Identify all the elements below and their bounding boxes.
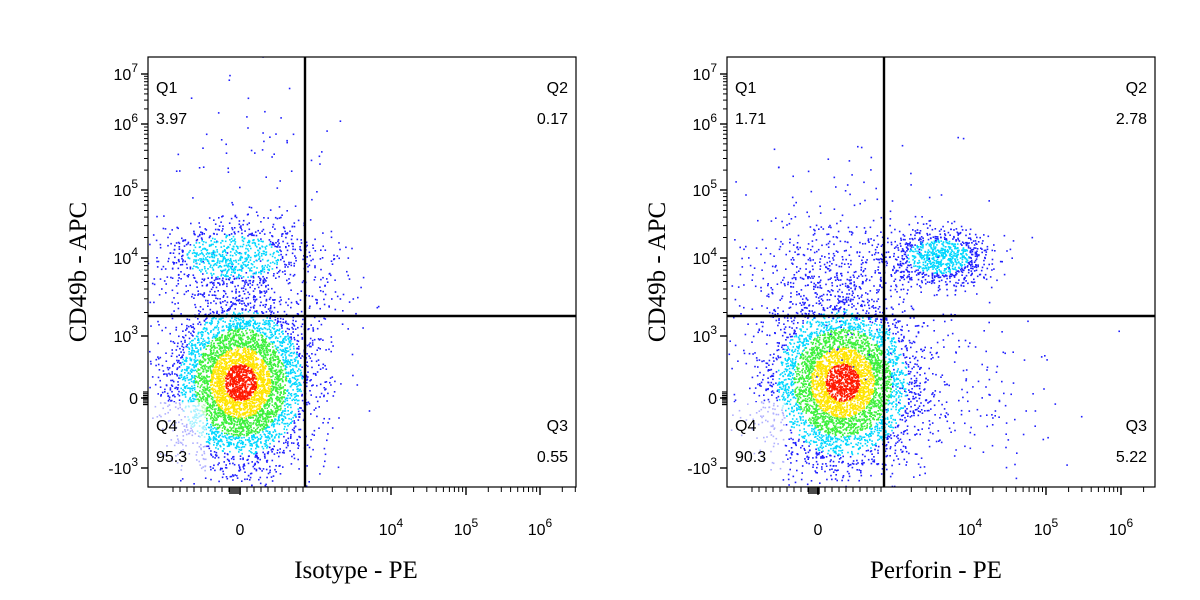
quadrant-q3-value: 5.22 [1116, 449, 1147, 466]
x-tick-label: 106 [528, 516, 553, 539]
q4-label-box [148, 402, 206, 472]
x-tick-label: 104 [379, 516, 404, 539]
quadrant-q1-name: Q1 [156, 80, 177, 97]
plot-frame [726, 56, 1156, 488]
quadrant-q4-value: 90.3 [735, 449, 766, 466]
q4-label-box [727, 402, 785, 472]
y-tick-label: -103 [687, 455, 717, 478]
quadrant-q2-value: 0.17 [537, 111, 568, 128]
y-tick-label: 103 [114, 323, 139, 346]
quadrant-q3-name: Q3 [547, 418, 568, 435]
x-axis-title: Perforin - PE [870, 557, 1002, 584]
panel-isotype: Q1 3.97 Q2 0.17 Q3 0.55 Q4 95.3 -103 0 103 104 105 10… [65, 56, 577, 584]
plot-frame [147, 56, 577, 488]
x-tick-label: 106 [1109, 516, 1134, 539]
y-tick-label: 107 [693, 61, 718, 84]
x-axis: 0 104 105 106 [751, 487, 1145, 539]
y-tick-label: 105 [693, 177, 718, 200]
quadrant-q3-name: Q3 [1126, 418, 1147, 435]
quadrant-q2-name: Q2 [547, 80, 568, 97]
y-tick-label: 0 [708, 391, 717, 408]
y-tick-label: 103 [693, 323, 718, 346]
y-tick-label: 105 [114, 177, 139, 200]
x-tick-label: 105 [1034, 516, 1059, 539]
quadrant-q1-value: 3.97 [156, 111, 187, 128]
x-tick-label: 104 [958, 516, 983, 539]
quadrant-q4-name: Q4 [735, 418, 756, 435]
quadrant-q1-name: Q1 [735, 80, 756, 97]
y-tick-label: 106 [693, 111, 718, 134]
density-dots [727, 136, 1120, 487]
y-axis: -103 0 103 104 105 106 107 [687, 61, 727, 478]
y-axis-title: CD49b - APC [644, 202, 671, 342]
y-tick-label: -103 [108, 455, 138, 478]
x-tick-label: 0 [814, 522, 823, 539]
quadrant-q2-value: 2.78 [1116, 111, 1147, 128]
y-axis: -103 0 103 104 105 106 107 [108, 61, 148, 478]
x-tick-label: 105 [454, 516, 479, 539]
x-axis: 0 104 105 106 [172, 487, 576, 539]
y-tick-label: 0 [129, 391, 138, 408]
quadrant-q1-value: 1.71 [735, 111, 766, 128]
panel-perforin: Q1 1.71 Q2 2.78 Q3 5.22 Q4 90.3 -103 0 103 104 105 10… [644, 56, 1156, 584]
quadrant-q2-name: Q2 [1126, 80, 1147, 97]
y-axis-title: CD49b - APC [65, 202, 92, 342]
quadrant-q3-value: 0.55 [537, 449, 568, 466]
quadrant-q4-value: 95.3 [156, 449, 187, 466]
y-tick-label: 107 [114, 61, 139, 84]
quadrant-q4-name: Q4 [156, 418, 177, 435]
y-tick-label: 104 [114, 245, 139, 268]
y-tick-label: 104 [693, 245, 718, 268]
x-tick-label: 0 [236, 522, 245, 539]
x-axis-title: Isotype - PE [294, 557, 418, 584]
y-tick-label: 106 [114, 111, 139, 134]
